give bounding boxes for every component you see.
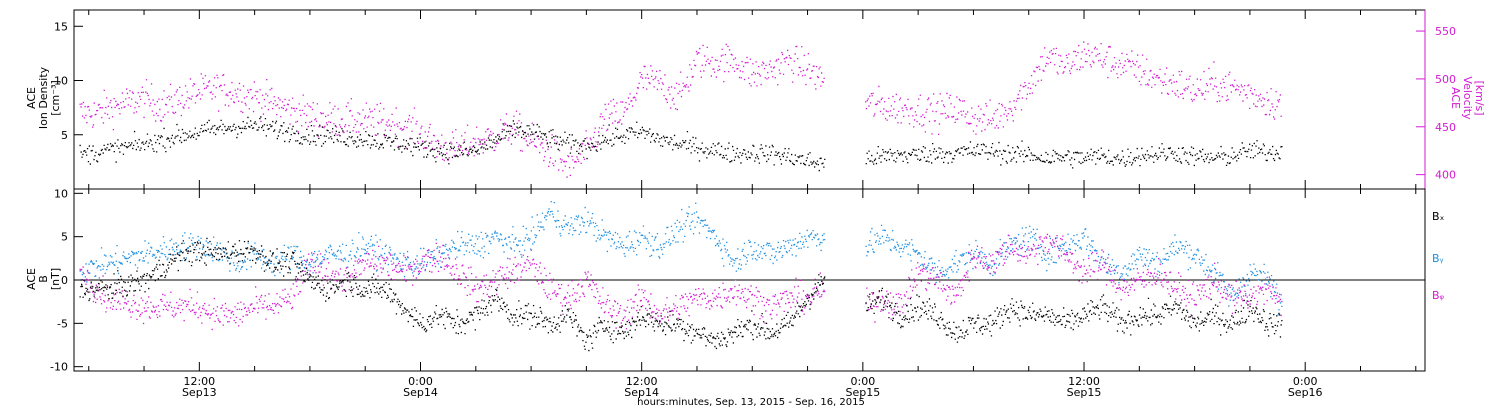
x-tick-time: 0:00 <box>850 375 875 388</box>
legend-bz: Bᵩ <box>1432 289 1445 302</box>
x-tick-date: Sep14 <box>403 386 438 399</box>
velocity-series <box>79 41 1282 178</box>
velocity-axis-ticks: 400 450 500 550 <box>1416 25 1456 182</box>
bottom-left-axis-label: ACE B [nT] <box>25 268 62 290</box>
magnetic-field-legend: Bₓ Bᵧ Bᵩ <box>1432 210 1445 302</box>
velocity-points <box>79 41 1282 178</box>
x-tick-date: Sep13 <box>182 386 217 399</box>
top-right-label-line3: [km/s] <box>1473 80 1486 115</box>
top-right-label-line2: Velocity <box>1461 76 1474 120</box>
density-axis-ticks: 5 10 15 <box>54 20 83 142</box>
b-axis-tick-label: 10 <box>54 187 68 200</box>
top-left-axis-label: ACE Ion Density [cm⁻³] <box>25 66 62 129</box>
b-axis-ticks: -10 -5 0 5 10 <box>50 187 83 374</box>
velocity-axis-tick-label: 500 <box>1435 73 1456 86</box>
density-series <box>79 116 1283 172</box>
x-tick-date: Sep14 <box>624 386 659 399</box>
top-panel-density-velocity: 5 10 15 400 450 500 550 <box>54 9 1456 190</box>
velocity-axis-tick-label: 400 <box>1435 169 1456 182</box>
bottom-left-label-line1: ACE <box>25 268 38 290</box>
bz-points <box>79 233 1283 331</box>
bottom-left-label-line3: [nT] <box>49 268 62 290</box>
top-right-label-line1: ACE <box>1449 87 1462 109</box>
b-axis-tick-label: -10 <box>50 361 68 374</box>
x-tick-time: 12:00 <box>1068 375 1100 388</box>
time-axis: 12:00Sep130:00Sep1412:00Sep140:00Sep1512… <box>88 10 1417 399</box>
x-tick-date: Sep15 <box>845 386 880 399</box>
top-left-label-line1: ACE <box>25 87 38 109</box>
density-points <box>79 116 1283 172</box>
top-right-axis-label: ACE Velocity [km/s] <box>1449 76 1486 120</box>
by-series <box>79 201 1283 316</box>
b-axis-tick-label: -5 <box>57 317 68 330</box>
x-tick-time: 0:00 <box>1293 375 1318 388</box>
density-axis-tick-label: 5 <box>61 129 68 142</box>
x-tick-time: 12:00 <box>626 375 658 388</box>
b-axis-tick-label: 5 <box>61 231 68 244</box>
bz-series <box>79 233 1283 331</box>
top-left-label-line2: Ion Density <box>37 66 50 129</box>
by-points <box>79 201 1283 316</box>
x-tick-date: Sep16 <box>1288 386 1323 399</box>
density-axis-tick-label: 10 <box>54 75 68 88</box>
b-axis-tick-label: 0 <box>61 274 68 287</box>
density-axis-tick-label: 15 <box>54 20 68 33</box>
x-tick-date: Sep15 <box>1067 386 1102 399</box>
bottom-panel-magnetic-field: -10 -5 0 5 10 <box>50 187 1426 374</box>
x-tick-time: 0:00 <box>408 375 433 388</box>
top-left-label-line3: [cm⁻³] <box>49 80 62 116</box>
velocity-axis-tick-label: 450 <box>1435 121 1456 134</box>
x-axis-title: hours:minutes, Sep. 13, 2015 - Sep. 16, … <box>637 397 865 408</box>
velocity-axis-tick-label: 550 <box>1435 25 1456 38</box>
bottom-left-label-line2: B <box>37 275 50 283</box>
legend-by: Bᵧ <box>1432 252 1444 265</box>
top-panel-frame <box>73 9 1426 190</box>
legend-bx: Bₓ <box>1432 210 1445 223</box>
x-tick-time: 12:00 <box>183 375 215 388</box>
